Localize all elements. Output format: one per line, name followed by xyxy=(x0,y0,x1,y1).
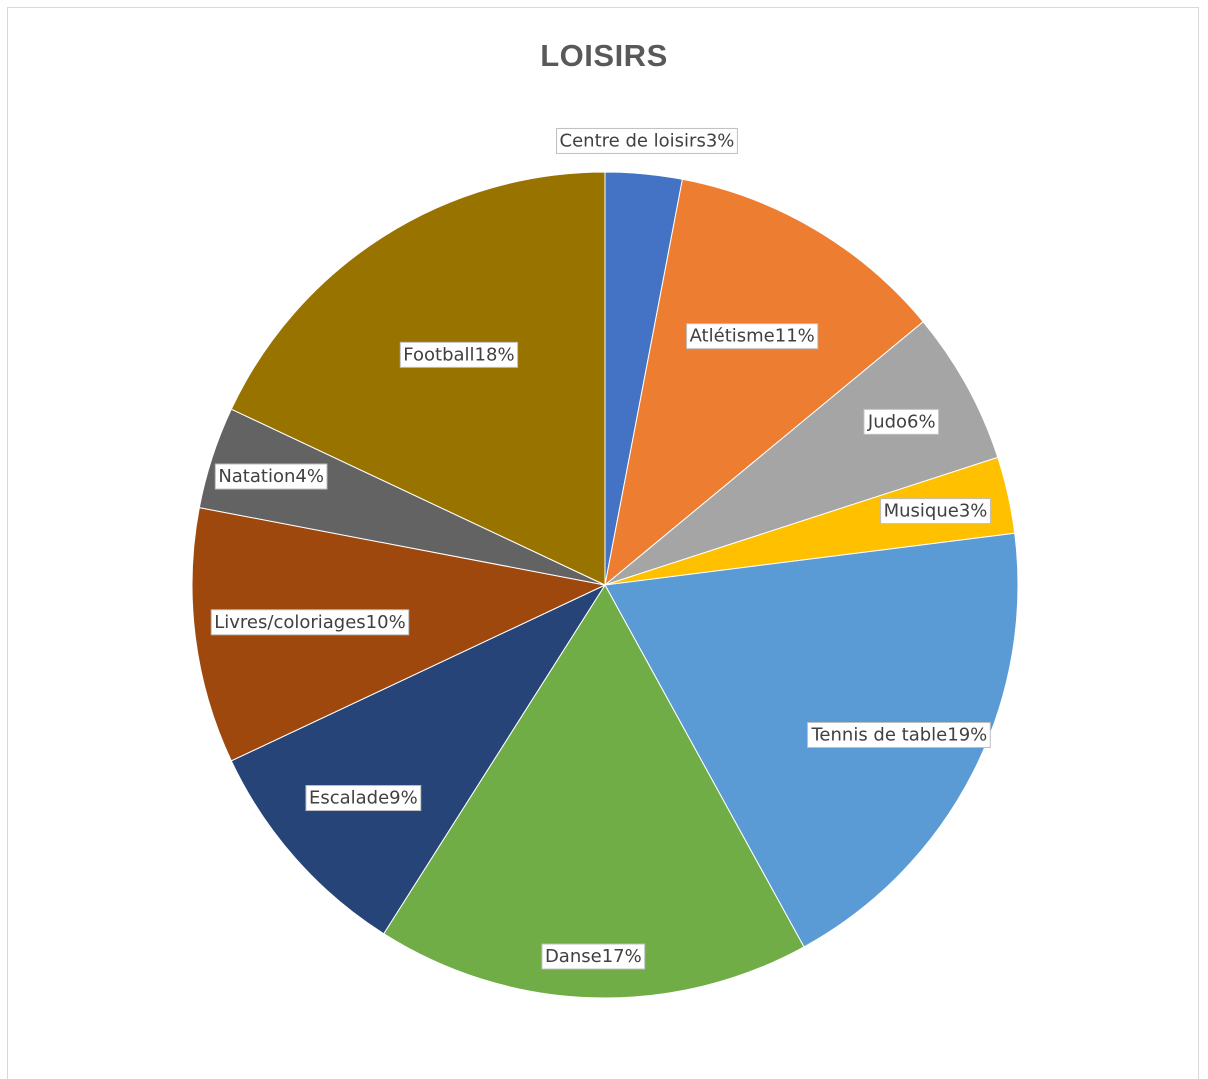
data-label-text: Tennis de table19% xyxy=(811,724,988,745)
data-label-text: Football18% xyxy=(403,344,514,365)
data-label: Atlétisme11% xyxy=(686,323,819,350)
data-label-text: Atlétisme11% xyxy=(690,326,815,347)
data-label-box xyxy=(399,341,519,368)
data-label-box xyxy=(210,609,410,636)
data-label: Escalade9% xyxy=(305,785,422,812)
data-label-text: Natation4% xyxy=(218,466,324,487)
pie-slice-atl-tisme xyxy=(604,178,924,587)
data-label: Livres/coloriages10% xyxy=(210,609,410,636)
chart-title: LOISIRS xyxy=(540,38,668,73)
data-label-text: Centre de loisirs3% xyxy=(560,130,735,151)
data-label-box xyxy=(880,498,991,525)
pie-slice-football xyxy=(230,171,606,586)
data-label-text: Musique3% xyxy=(884,501,988,522)
data-label-box xyxy=(807,721,991,748)
pie-slice-danse xyxy=(383,584,805,999)
data-label-text: Judo6% xyxy=(867,411,936,432)
data-label-box xyxy=(686,323,819,350)
data-label-text: Escalade9% xyxy=(309,788,418,809)
data-label-box xyxy=(863,408,940,435)
data-label-box xyxy=(556,127,738,154)
data-label-text: Danse17% xyxy=(545,946,642,967)
pie-slice-judo xyxy=(604,321,999,586)
data-label: Judo6% xyxy=(863,408,940,435)
data-label-box xyxy=(305,785,422,812)
data-label: Natation4% xyxy=(214,463,328,490)
data-label: Football18% xyxy=(399,341,519,368)
data-label: Danse17% xyxy=(541,943,646,970)
pie-slice-escalade xyxy=(230,583,607,935)
data-label-box xyxy=(214,463,328,490)
data-label: Tennis de table19% xyxy=(807,721,991,748)
data-label-box xyxy=(541,943,646,970)
data-label: Centre de loisirs3% xyxy=(556,127,738,154)
data-label-text: Livres/coloriages10% xyxy=(214,612,405,633)
data-label: Musique3% xyxy=(880,498,991,525)
